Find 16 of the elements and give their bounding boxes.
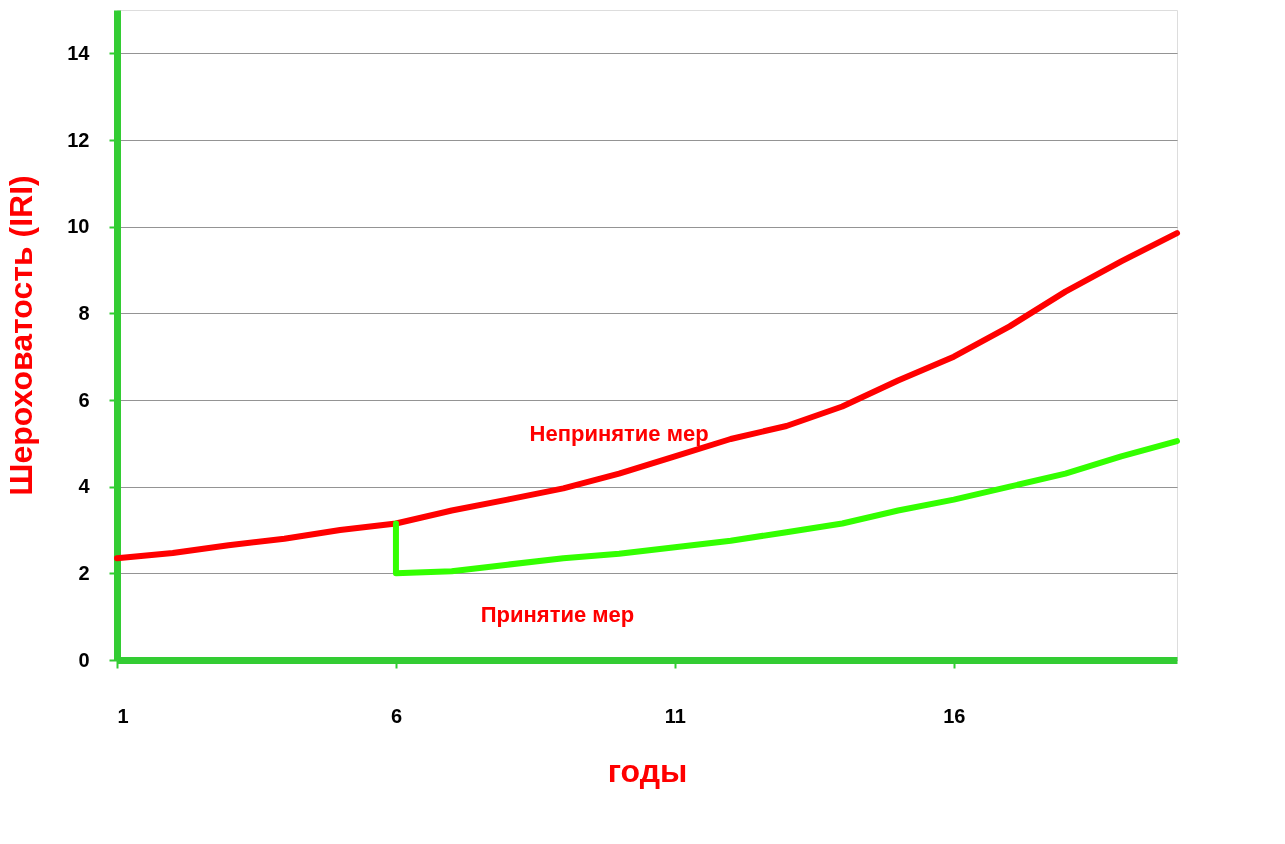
y-tick-label: 2 bbox=[78, 561, 90, 584]
y-tick-label: 6 bbox=[78, 388, 90, 411]
x-tick-label: 11 bbox=[664, 704, 686, 727]
x-tick-label: 6 bbox=[390, 704, 403, 727]
x-axis-title: годы bbox=[607, 752, 688, 789]
x-tick-label: 16 bbox=[943, 704, 966, 727]
y-tick-label: 0 bbox=[78, 648, 90, 671]
series-label: Непринятие мер bbox=[529, 420, 709, 446]
y-tick-label: 4 bbox=[78, 475, 91, 498]
y-tick-label: 8 bbox=[78, 301, 90, 324]
y-tick-label: 14 bbox=[67, 41, 91, 64]
series-label: Принятие мер bbox=[480, 601, 635, 627]
y-axis-title: Шероховатость (IRI) bbox=[3, 175, 40, 496]
y-tick-label: 12 bbox=[67, 128, 90, 151]
y-tick-label: 10 bbox=[67, 215, 90, 238]
x-tick-label: 1 bbox=[117, 704, 129, 727]
